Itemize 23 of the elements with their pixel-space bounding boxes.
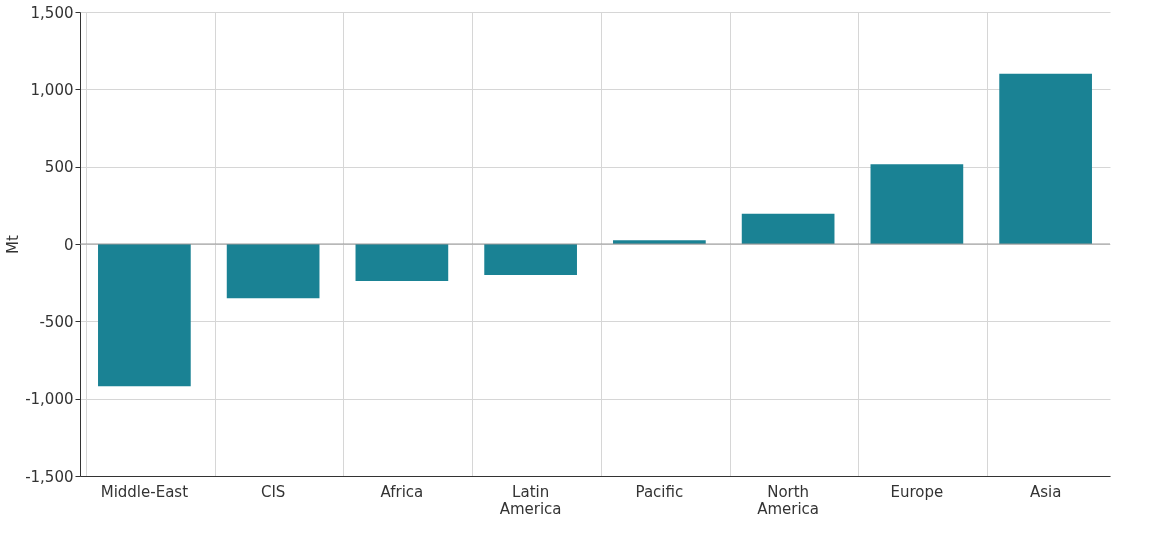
x-tick-label: Europe	[890, 482, 944, 501]
bar	[98, 244, 191, 387]
y-tick-label: -1,500	[25, 467, 74, 486]
y-axis-title: Mt	[4, 234, 23, 254]
y-tick-label: 1,500	[30, 3, 74, 22]
x-tick-label: Middle-East	[100, 482, 189, 501]
x-tick-label: Asia	[1029, 482, 1062, 501]
y-tick-label: 1,000	[30, 80, 74, 99]
x-tick-label: North America	[757, 482, 820, 518]
bar	[870, 164, 964, 244]
bar	[226, 244, 320, 299]
x-tick-label: Africa	[380, 482, 424, 501]
y-tick-label: 500	[44, 158, 74, 177]
x-tick-label: Pacific	[635, 482, 684, 501]
x-tick-label: Latin America	[499, 482, 562, 518]
bar	[484, 244, 577, 275]
y-tick-label: -500	[39, 312, 74, 331]
y-tick-label: -1,000	[25, 390, 74, 409]
bar	[999, 73, 1092, 244]
bar	[741, 213, 835, 244]
bar	[355, 244, 449, 282]
x-tick-label: CIS	[260, 482, 286, 501]
y-tick-label: 0	[63, 235, 74, 254]
